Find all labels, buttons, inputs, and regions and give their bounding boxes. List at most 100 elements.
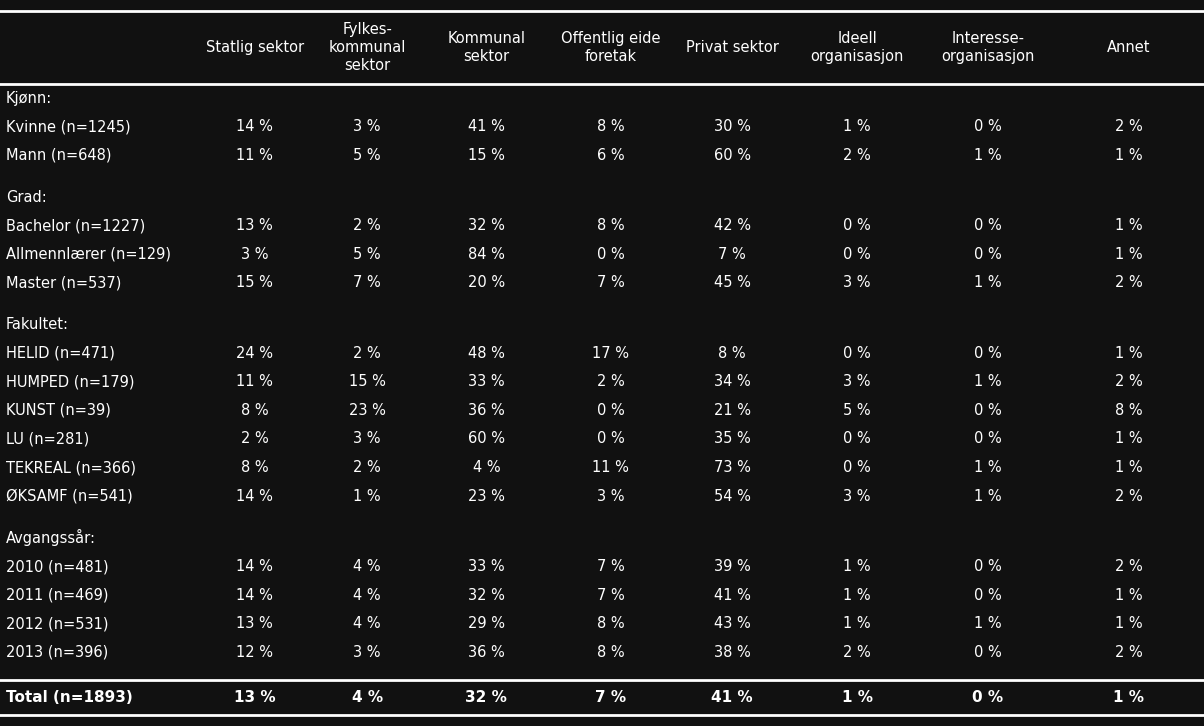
- Text: Fakultet:: Fakultet:: [6, 317, 69, 333]
- Text: Statlig sektor: Statlig sektor: [206, 40, 303, 55]
- Text: 1 %: 1 %: [1115, 431, 1143, 446]
- Text: 41 %: 41 %: [712, 690, 752, 705]
- Text: 14 %: 14 %: [236, 119, 273, 134]
- Text: 1 %: 1 %: [974, 616, 1002, 631]
- Text: 2 %: 2 %: [1115, 375, 1143, 389]
- Text: 2 %: 2 %: [353, 460, 382, 475]
- Text: 8 %: 8 %: [241, 403, 268, 418]
- Text: Avgangssår:: Avgangssår:: [6, 529, 96, 547]
- Text: 2 %: 2 %: [1115, 559, 1143, 574]
- Text: TEKREAL (n=366): TEKREAL (n=366): [6, 460, 136, 475]
- Text: 3 %: 3 %: [241, 247, 268, 262]
- Text: 33 %: 33 %: [468, 559, 504, 574]
- Text: 0 %: 0 %: [596, 247, 625, 262]
- Text: 15 %: 15 %: [468, 147, 504, 163]
- Text: 0 %: 0 %: [974, 403, 1002, 418]
- Text: 21 %: 21 %: [714, 403, 750, 418]
- Text: 6 %: 6 %: [597, 147, 624, 163]
- Text: Annet: Annet: [1106, 40, 1151, 55]
- Text: 17 %: 17 %: [592, 346, 628, 361]
- Text: 1 %: 1 %: [844, 559, 870, 574]
- Text: 1 %: 1 %: [1115, 460, 1143, 475]
- Text: Ideell
organisasjon: Ideell organisasjon: [810, 30, 904, 64]
- Text: 1 %: 1 %: [354, 489, 380, 504]
- Text: 1 %: 1 %: [842, 690, 873, 705]
- Text: KUNST (n=39): KUNST (n=39): [6, 403, 111, 418]
- Text: 8 %: 8 %: [597, 645, 624, 660]
- Text: 42 %: 42 %: [714, 219, 750, 233]
- Text: 1 %: 1 %: [844, 119, 870, 134]
- Text: 7 %: 7 %: [595, 690, 626, 705]
- Text: 60 %: 60 %: [714, 147, 750, 163]
- Text: 2 %: 2 %: [1115, 489, 1143, 504]
- Text: 0 %: 0 %: [974, 587, 1002, 603]
- Text: LU (n=281): LU (n=281): [6, 431, 89, 446]
- Text: Mann (n=648): Mann (n=648): [6, 147, 112, 163]
- Text: 13 %: 13 %: [236, 219, 273, 233]
- Text: 12 %: 12 %: [236, 645, 273, 660]
- Text: 3 %: 3 %: [597, 489, 624, 504]
- Text: HUMPED (n=179): HUMPED (n=179): [6, 375, 135, 389]
- Text: 0 %: 0 %: [974, 431, 1002, 446]
- Text: 41 %: 41 %: [714, 587, 750, 603]
- Text: 3 %: 3 %: [844, 275, 870, 290]
- Text: 23 %: 23 %: [468, 489, 504, 504]
- Text: 2 %: 2 %: [1115, 119, 1143, 134]
- Text: 0 %: 0 %: [843, 247, 872, 262]
- Text: 45 %: 45 %: [714, 275, 750, 290]
- Text: 4 %: 4 %: [473, 460, 500, 475]
- Text: 1 %: 1 %: [1115, 147, 1143, 163]
- Text: 3 %: 3 %: [354, 431, 380, 446]
- Text: 2012 (n=531): 2012 (n=531): [6, 616, 108, 631]
- Text: 38 %: 38 %: [714, 645, 750, 660]
- Text: 13 %: 13 %: [236, 616, 273, 631]
- Text: 15 %: 15 %: [236, 275, 273, 290]
- Text: 0 %: 0 %: [843, 346, 872, 361]
- Text: Kommunal
sektor: Kommunal sektor: [448, 30, 525, 64]
- Text: 1 %: 1 %: [1115, 346, 1143, 361]
- Text: 0 %: 0 %: [974, 645, 1002, 660]
- Text: 2 %: 2 %: [843, 645, 872, 660]
- Text: 0 %: 0 %: [974, 346, 1002, 361]
- Text: 11 %: 11 %: [236, 375, 273, 389]
- Text: 1 %: 1 %: [974, 275, 1002, 290]
- Text: 4 %: 4 %: [354, 559, 380, 574]
- Text: 11 %: 11 %: [592, 460, 628, 475]
- Text: Interesse-
organisasjon: Interesse- organisasjon: [942, 30, 1034, 64]
- Text: Master (n=537): Master (n=537): [6, 275, 122, 290]
- Text: 2 %: 2 %: [596, 375, 625, 389]
- Text: 5 %: 5 %: [354, 147, 380, 163]
- Text: Bachelor (n=1227): Bachelor (n=1227): [6, 219, 146, 233]
- Text: 1 %: 1 %: [844, 616, 870, 631]
- Text: 4 %: 4 %: [354, 616, 380, 631]
- Text: 7 %: 7 %: [353, 275, 382, 290]
- Text: 5 %: 5 %: [354, 247, 380, 262]
- Text: Fylkes-
kommunal
sektor: Fylkes- kommunal sektor: [329, 22, 406, 73]
- Text: 3 %: 3 %: [844, 375, 870, 389]
- Text: 2 %: 2 %: [1115, 645, 1143, 660]
- Text: 23 %: 23 %: [349, 403, 385, 418]
- Text: 43 %: 43 %: [714, 616, 750, 631]
- Text: Allmennlærer (n=129): Allmennlærer (n=129): [6, 247, 171, 262]
- Text: 0 %: 0 %: [596, 403, 625, 418]
- Text: Offentlig eide
foretak: Offentlig eide foretak: [561, 30, 660, 64]
- Text: 14 %: 14 %: [236, 587, 273, 603]
- Text: 15 %: 15 %: [349, 375, 385, 389]
- Text: 0 %: 0 %: [974, 119, 1002, 134]
- Text: 2010 (n=481): 2010 (n=481): [6, 559, 108, 574]
- Text: Grad:: Grad:: [6, 189, 47, 205]
- Text: 48 %: 48 %: [468, 346, 504, 361]
- Text: 1 %: 1 %: [974, 460, 1002, 475]
- Text: 13 %: 13 %: [234, 690, 276, 705]
- Text: 8 %: 8 %: [597, 219, 624, 233]
- Text: 7 %: 7 %: [596, 587, 625, 603]
- Text: 0 %: 0 %: [843, 460, 872, 475]
- Text: 1 %: 1 %: [1114, 690, 1144, 705]
- Text: Total (n=1893): Total (n=1893): [6, 690, 132, 705]
- Text: 2 %: 2 %: [843, 147, 872, 163]
- Text: 29 %: 29 %: [468, 616, 504, 631]
- Text: 39 %: 39 %: [714, 559, 750, 574]
- Text: 2 %: 2 %: [353, 219, 382, 233]
- Text: 1 %: 1 %: [974, 375, 1002, 389]
- Text: 1 %: 1 %: [844, 587, 870, 603]
